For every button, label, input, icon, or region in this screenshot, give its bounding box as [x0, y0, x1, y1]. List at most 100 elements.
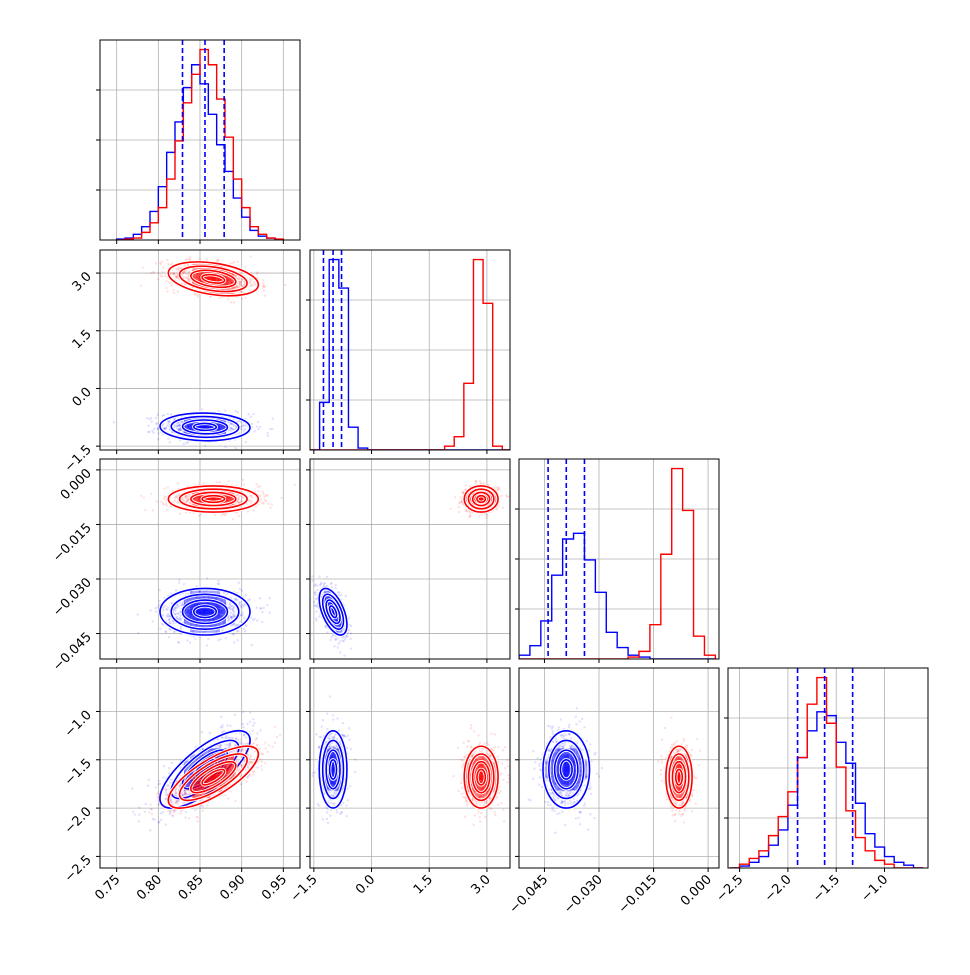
scatter-point	[221, 514, 223, 516]
scatter-point	[219, 481, 221, 483]
scatter-point	[197, 295, 199, 297]
scatter-point	[173, 292, 175, 294]
scatter-point	[238, 602, 240, 604]
scatter-point	[185, 272, 187, 274]
scatter-point	[294, 484, 296, 486]
scatter-point	[243, 617, 245, 619]
scatter-point	[266, 432, 268, 434]
scatter-point	[318, 615, 320, 617]
scatter-point	[186, 499, 188, 501]
scatter-point	[137, 632, 139, 634]
scatter-point	[244, 297, 246, 299]
scatter-point	[238, 582, 240, 584]
y-tick-label: −0.045	[50, 630, 95, 675]
scatter-point	[253, 618, 255, 620]
scatter-point	[177, 482, 179, 484]
scatter-point	[243, 483, 245, 485]
scatter-point	[241, 589, 243, 591]
scatter-point	[269, 506, 271, 508]
panel-content	[100, 40, 300, 240]
scatter-point	[157, 272, 159, 274]
scatter-point	[169, 441, 171, 443]
y-tick-label: 1.5	[70, 327, 95, 352]
scatter-point	[244, 630, 246, 632]
histogram-blue-series	[310, 260, 510, 450]
scatter-point	[255, 483, 257, 485]
scatter-point	[326, 576, 328, 578]
scatter-point	[161, 275, 163, 277]
scatter-point	[249, 598, 251, 600]
scatter-point	[183, 443, 185, 445]
scatter-point	[152, 509, 154, 511]
scatter-point	[259, 607, 261, 609]
scatter-point	[158, 600, 160, 602]
scatter-point	[168, 421, 170, 423]
scatter-point	[350, 625, 352, 627]
scatter-point	[188, 258, 190, 260]
scatter-point	[189, 256, 191, 258]
scatter-point	[233, 424, 235, 426]
scatter-point	[176, 275, 178, 277]
scatter-point	[184, 816, 186, 818]
scatter-point	[331, 586, 333, 588]
scatter-point	[253, 281, 255, 283]
scatter-point	[242, 479, 244, 481]
scatter-point	[165, 280, 167, 282]
scatter-point	[155, 607, 157, 609]
scatter-point	[459, 496, 461, 498]
scatter-point	[159, 628, 161, 630]
scatter-point	[237, 260, 239, 262]
scatter-point	[219, 638, 221, 640]
scatter-point	[262, 493, 264, 495]
scatter-point	[175, 589, 177, 591]
scatter-point	[172, 273, 174, 275]
scatter-point	[230, 301, 232, 303]
scatter-point	[485, 517, 487, 519]
scatter-point	[262, 282, 264, 284]
y-tick-label: 0.000	[58, 466, 95, 503]
scatter-point	[166, 486, 168, 488]
scatter-point	[209, 732, 211, 734]
scatter-point	[233, 610, 235, 612]
panel-1-0: −1.50.01.53.0	[62, 250, 300, 475]
scatter-point	[249, 255, 251, 257]
scatter-point	[315, 610, 317, 612]
scatter-point	[140, 285, 142, 287]
scatter-point	[339, 651, 341, 653]
scatter-point	[263, 502, 265, 504]
scatter-point	[242, 425, 244, 427]
scatter-point	[256, 766, 258, 768]
scatter-point	[252, 718, 254, 720]
scatter-point	[240, 783, 242, 785]
scatter-point	[180, 810, 182, 812]
scatter-point	[172, 289, 174, 291]
scatter-point	[454, 496, 456, 498]
scatter-point	[464, 484, 466, 486]
scatter-point	[257, 490, 259, 492]
scatter-point	[311, 575, 313, 577]
scatter-point	[243, 604, 245, 606]
scatter-point	[262, 491, 264, 493]
scatter-point	[218, 297, 220, 299]
scatter-point	[162, 266, 164, 268]
scatter-point	[240, 604, 242, 606]
scatter-point	[249, 285, 251, 287]
scatter-point	[151, 620, 153, 622]
scatter-point	[263, 284, 265, 286]
scatter-point	[256, 425, 258, 427]
scatter-point	[280, 497, 282, 499]
scatter-point	[232, 518, 234, 520]
scatter-point	[269, 428, 271, 430]
scatter-point	[206, 577, 208, 579]
panel-2-2	[515, 459, 719, 663]
scatter-point	[228, 737, 230, 739]
scatter-point	[341, 639, 343, 641]
scatter-point	[313, 601, 315, 603]
scatter-point	[183, 271, 185, 273]
scatter-point	[350, 632, 352, 634]
scatter-point	[168, 636, 170, 638]
scatter-point	[162, 776, 164, 778]
scatter-point	[167, 263, 169, 265]
scatter-point	[165, 287, 167, 289]
